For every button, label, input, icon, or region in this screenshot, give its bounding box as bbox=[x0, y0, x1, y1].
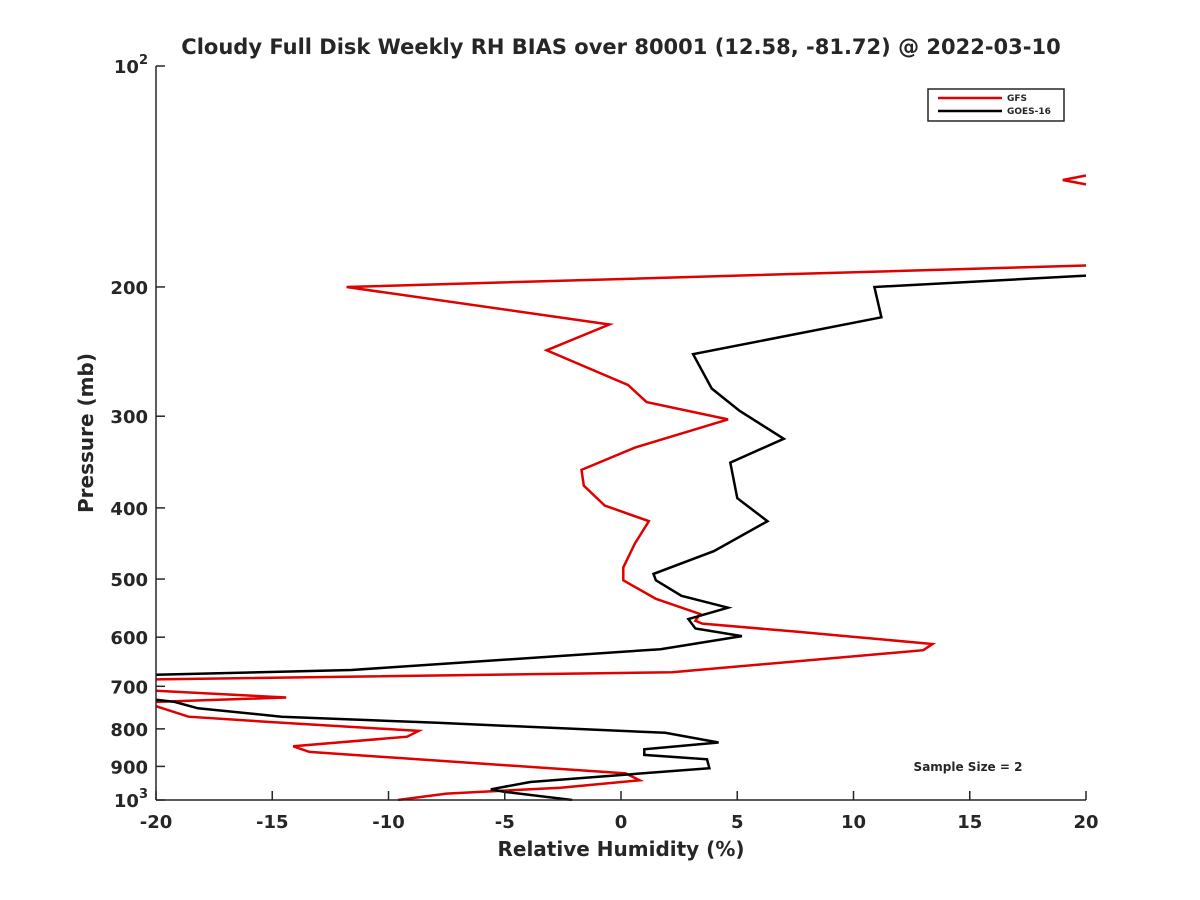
y-tick-label: 102 bbox=[114, 53, 148, 78]
x-tick-label: -10 bbox=[372, 812, 405, 833]
axes bbox=[155, 66, 1086, 801]
x-tick-label: -20 bbox=[140, 812, 173, 833]
y-tick-label: 400 bbox=[110, 499, 148, 520]
y-tick-label: 500 bbox=[110, 570, 148, 591]
y-tick-label: 800 bbox=[110, 720, 148, 741]
y-axis-label: Pressure (mb) bbox=[74, 353, 98, 513]
x-tick-label: 15 bbox=[957, 812, 982, 833]
legend: GFS GOES-16 bbox=[927, 88, 1065, 122]
series-layer bbox=[156, 174, 1087, 801]
y-tick-label: 600 bbox=[110, 628, 148, 649]
y-tick-label: 103 bbox=[114, 787, 148, 812]
ticks: -20 -15 -10 -5 0 5 10 15 20 102 200 300 400 500 600 700… bbox=[110, 53, 1098, 833]
y-tick-label: 200 bbox=[110, 278, 148, 299]
x-axis-label: Relative Humidity (%) bbox=[497, 837, 744, 861]
series-line-gfs bbox=[156, 174, 1087, 801]
x-tick-label: 20 bbox=[1073, 812, 1098, 833]
x-tick-label: -15 bbox=[256, 812, 289, 833]
series-line-goes-16 bbox=[156, 274, 1087, 801]
y-tick-label: 900 bbox=[110, 757, 148, 778]
legend-box bbox=[927, 88, 1065, 122]
sample-size-annotation: Sample Size = 2 bbox=[914, 760, 1023, 774]
y-tick-label: 700 bbox=[110, 677, 148, 698]
x-tick-label: -5 bbox=[495, 812, 515, 833]
x-tick-label: 0 bbox=[615, 812, 628, 833]
x-tick-label: 10 bbox=[841, 812, 866, 833]
legend-label-gfs: GFS bbox=[1007, 94, 1027, 104]
legend-label-goes-16: GOES-16 bbox=[1007, 107, 1051, 117]
y-tick-label: 300 bbox=[110, 407, 148, 428]
chart-title: Cloudy Full Disk Weekly RH BIAS over 800… bbox=[181, 35, 1060, 59]
x-tick-label: 5 bbox=[731, 812, 744, 833]
